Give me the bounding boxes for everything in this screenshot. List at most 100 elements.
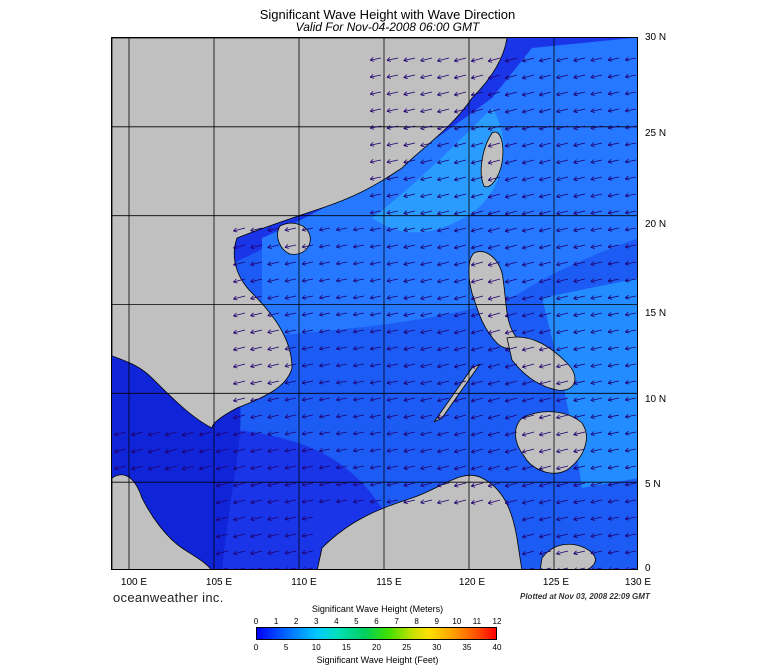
wave-direction-arrow [369, 328, 382, 334]
wave-direction-arrow [233, 312, 246, 318]
wave-direction-arrow [624, 243, 637, 249]
meter-tick: 8 [414, 617, 419, 626]
wave-direction-arrow [267, 465, 280, 470]
wave-direction-arrow [215, 448, 229, 454]
wave-direction-arrow [573, 193, 586, 199]
wave-direction-arrow [521, 193, 535, 199]
wave-direction-arrow [267, 482, 280, 487]
wave-direction-arrow [487, 448, 501, 454]
wave-direction-arrow [521, 74, 535, 80]
wave-direction-arrow [607, 533, 620, 538]
wave-direction-arrow [504, 499, 518, 505]
wave-direction-arrow [607, 261, 620, 266]
wave-direction-arrow [250, 295, 263, 301]
wave-direction-arrow [607, 516, 620, 521]
lat-label-10n: 10 N [645, 394, 667, 405]
wave-direction-arrow [556, 414, 569, 420]
wave-direction-arrow [215, 431, 229, 437]
wave-direction-arrow [420, 499, 433, 505]
wave-direction-arrow [420, 295, 433, 301]
wave-direction-arrow [590, 516, 603, 521]
wave-direction-arrow [233, 244, 246, 250]
wave-direction-arrow [453, 125, 467, 131]
lon-label-120e: 120 E [458, 577, 486, 588]
wave-direction-arrow [624, 175, 637, 181]
wave-direction-arrow [470, 193, 484, 199]
wave-direction-arrow [556, 74, 569, 80]
wave-direction-arrow [437, 244, 450, 250]
wave-direction-arrow [453, 346, 467, 352]
wave-direction-arrow [590, 210, 603, 215]
wave-direction-arrow [521, 278, 535, 284]
wave-direction-arrow [250, 278, 263, 284]
wave-direction-arrow [420, 74, 433, 80]
wave-direction-arrow [318, 413, 331, 419]
wave-direction-arrow [352, 379, 365, 385]
wave-direction-arrow [386, 448, 399, 453]
wave-direction-arrow [624, 498, 637, 504]
wave-direction-arrow [453, 448, 467, 454]
wave-direction-arrow [233, 499, 246, 505]
feet-tick: 20 [372, 643, 381, 652]
wave-direction-arrow [301, 396, 314, 402]
wave-direction-arrow [556, 465, 569, 471]
wave-direction-arrow [217, 567, 229, 569]
wave-direction-arrow [539, 57, 552, 63]
lon-label-115e: 115 E [376, 577, 402, 588]
wave-direction-arrow [607, 397, 620, 402]
wave-direction-arrow [114, 448, 127, 454]
wave-direction-arrow [470, 244, 484, 250]
wave-direction-arrow [131, 448, 144, 454]
wave-direction-arrow [607, 329, 620, 334]
wave-direction-arrow [504, 159, 518, 165]
wave-direction-arrow [301, 532, 314, 538]
wave-direction-arrow [590, 278, 603, 283]
wave-direction-arrow [386, 108, 399, 113]
wave-direction-arrow [369, 277, 382, 283]
wave-direction-arrow [590, 261, 603, 266]
wave-direction-arrow [386, 312, 399, 317]
wave-direction-arrow [318, 379, 331, 385]
wave-direction-arrow [437, 193, 450, 199]
wave-direction-arrow [437, 346, 450, 352]
wave-direction-arrow [590, 329, 603, 334]
wave-direction-arrow [487, 193, 501, 199]
wave-direction-arrow [590, 244, 603, 249]
wave-direction-arrow [453, 414, 467, 420]
wave-direction-arrow [267, 533, 280, 538]
wave-direction-arrow [487, 125, 501, 131]
wave-direction-arrow [301, 362, 314, 368]
wave-direction-arrow [386, 465, 399, 470]
meter-tick: 0 [253, 617, 259, 626]
wave-direction-arrow [420, 108, 433, 114]
wave-direction-arrow [284, 397, 297, 402]
wave-direction-arrow [352, 311, 365, 317]
wave-direction-arrow [573, 210, 586, 216]
wave-direction-arrow [521, 176, 535, 182]
wave-direction-arrow [437, 142, 450, 148]
wave-direction-arrow [453, 465, 467, 471]
wave-direction-arrow [624, 124, 637, 130]
wave-direction-arrow [420, 312, 433, 318]
wave-direction-arrow [267, 431, 280, 436]
wave-direction-arrow [504, 108, 518, 114]
wave-direction-arrow [403, 414, 416, 419]
wave-direction-arrow [250, 448, 263, 454]
wave-direction-arrow [590, 550, 603, 555]
wave-direction-arrow [504, 193, 518, 199]
wave-direction-arrow [131, 431, 144, 437]
wave-direction-arrow [624, 90, 637, 96]
wave-direction-arrow [250, 414, 263, 420]
wave-direction-arrow [487, 431, 501, 437]
wave-direction-arrow [539, 74, 552, 80]
wave-direction-arrow [521, 142, 535, 148]
wave-direction-arrow [403, 176, 416, 181]
wave-direction-arrow [470, 261, 484, 267]
wave-direction-arrow [234, 567, 246, 569]
wave-direction-arrow [369, 260, 382, 266]
wave-direction-arrow [521, 295, 535, 301]
wave-direction-arrow [573, 57, 586, 63]
meter-tick: 5 [354, 617, 359, 626]
wave-direction-arrow [624, 294, 637, 300]
wave-direction-arrow [147, 431, 161, 437]
